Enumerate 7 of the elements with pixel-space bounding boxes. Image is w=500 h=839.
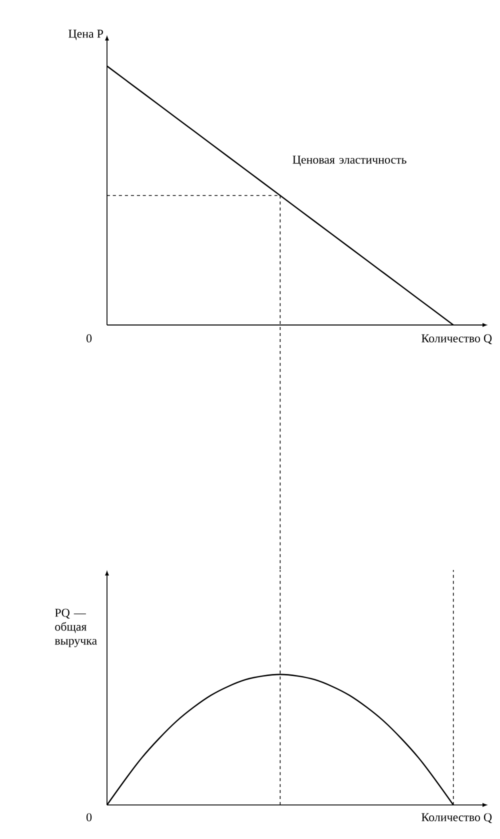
x-axis-title: Количество Q <box>422 813 492 824</box>
y-axis-title: Цена P <box>68 30 103 40</box>
x-axis-title: Количество Q <box>422 334 492 344</box>
text: 0 <box>86 334 92 342</box>
text: 0 <box>86 813 92 822</box>
annotation: Ценовая эластичность <box>292 156 406 166</box>
y-axis-title: PQ — общая выручка <box>54 608 97 648</box>
